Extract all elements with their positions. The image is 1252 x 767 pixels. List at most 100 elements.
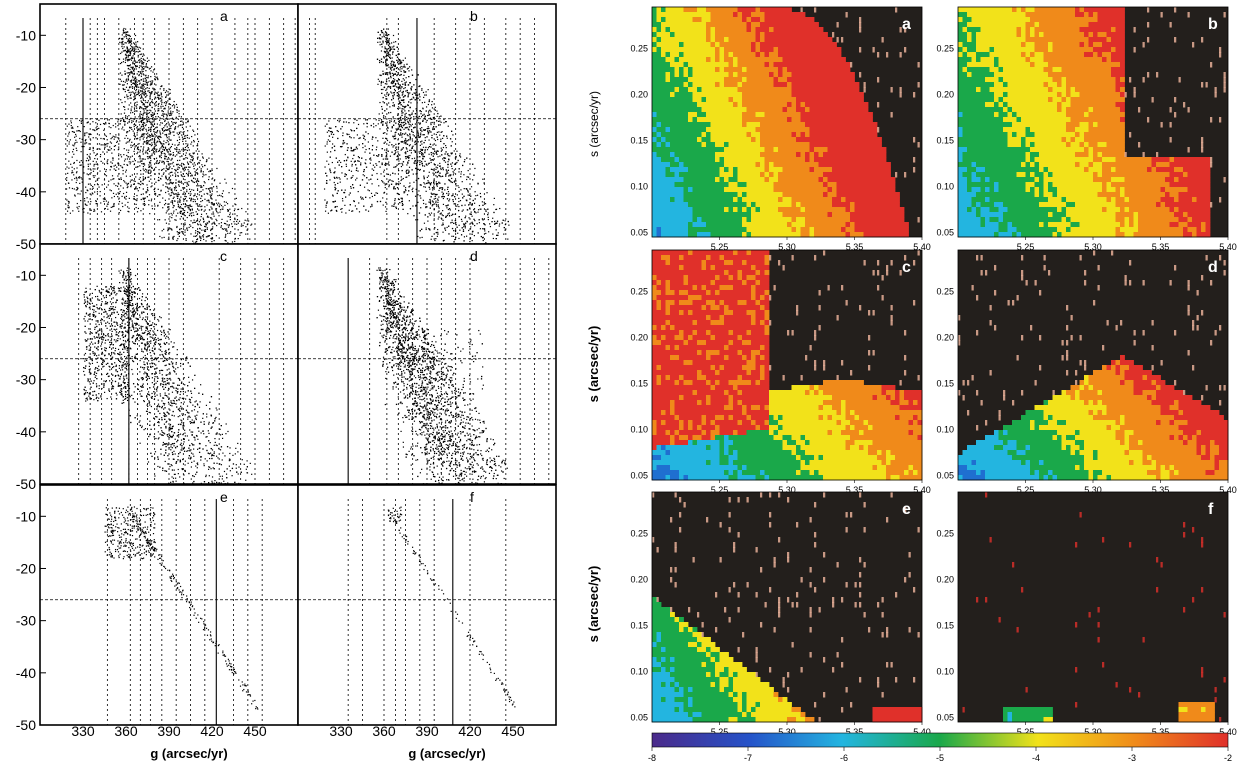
scatter-point: [95, 161, 98, 163]
scatter-point: [144, 176, 147, 179]
scatter-point: [387, 173, 389, 176]
scatter-point: [141, 55, 144, 57]
scatter-point: [454, 205, 457, 207]
scatter-point: [134, 116, 136, 118]
scatter-point: [414, 143, 416, 146]
scatter-point: [379, 44, 381, 46]
scatter-point: [83, 197, 86, 200]
scatter-point: [133, 57, 135, 59]
scatter-point: [379, 128, 381, 130]
scatter-point: [381, 155, 383, 157]
scatter-point: [136, 46, 138, 48]
scatter-point: [419, 122, 422, 124]
scatter-point: [363, 123, 365, 125]
scatter-point: [447, 172, 449, 174]
scatter-point: [158, 150, 160, 152]
scatter-point: [153, 146, 155, 148]
scatter-point: [389, 155, 392, 157]
scatter-point: [494, 223, 496, 225]
scatter-point: [355, 169, 358, 172]
scatter-point: [216, 211, 218, 213]
scatter-point: [462, 230, 465, 232]
scatter-point: [159, 148, 161, 150]
scatter-point: [418, 93, 421, 95]
scatter-point: [139, 114, 141, 116]
scatter-point: [132, 120, 134, 122]
scatter-point: [136, 138, 138, 140]
scatter-point: [153, 150, 155, 153]
scatter-point: [206, 228, 208, 231]
scatter-point: [361, 197, 364, 199]
scatter-point: [190, 161, 192, 164]
scatter-point: [128, 37, 130, 40]
scatter-point: [443, 239, 445, 241]
scatter-point: [417, 133, 420, 135]
scatter-point: [177, 200, 179, 202]
scatter-point: [454, 180, 456, 182]
scatter-point: [424, 183, 426, 185]
scatter-point: [197, 185, 199, 187]
scatter-point: [179, 132, 181, 135]
scatter-point: [225, 233, 227, 235]
scatter-point: [420, 141, 422, 143]
scatter-point: [448, 215, 451, 217]
scatter-point: [224, 235, 227, 237]
scatter-point: [429, 203, 432, 205]
scatter-point: [123, 36, 125, 38]
scatter-point: [399, 69, 401, 71]
scatter-point: [134, 80, 136, 82]
scatter-point: [350, 146, 352, 149]
scatter-point: [159, 97, 161, 99]
scatter-point: [173, 104, 175, 106]
scatter-point: [174, 128, 176, 131]
scatter-point: [157, 91, 159, 93]
scatter-point: [77, 208, 79, 210]
scatter-point: [445, 169, 447, 171]
scatter-point: [137, 56, 139, 58]
scatter-point: [161, 101, 163, 103]
scatter-point: [135, 68, 137, 70]
scatter-point: [130, 66, 132, 68]
scatter-point: [189, 166, 191, 168]
scatter-point: [123, 84, 125, 86]
scatter-point: [194, 235, 197, 237]
scatter-point: [96, 191, 99, 193]
scatter-point: [415, 137, 417, 139]
scatter-point: [171, 157, 173, 160]
scatter-point: [393, 48, 396, 51]
scatter-point: [187, 130, 189, 132]
scatter-point: [188, 207, 190, 209]
scatter-point: [228, 225, 230, 227]
scatter-point: [102, 138, 104, 140]
scatter-point: [209, 169, 211, 172]
scatter-point: [498, 223, 501, 225]
scatter-point: [413, 116, 415, 118]
scatter-point: [400, 73, 402, 76]
scatter-point: [135, 199, 137, 201]
scatter-point: [131, 121, 133, 124]
scatter-point: [377, 41, 379, 43]
scatter-point: [82, 161, 84, 164]
scatter-point: [336, 210, 338, 212]
scatter-point: [158, 162, 160, 165]
scatter-point: [79, 119, 81, 122]
scatter-point: [163, 118, 165, 120]
scatter-point: [422, 108, 424, 110]
scatter-point: [386, 42, 388, 44]
scatter-point: [355, 146, 358, 148]
scatter-point: [446, 214, 449, 217]
scatter-point: [147, 169, 150, 171]
scatter-point: [373, 126, 375, 128]
scatter-point: [66, 140, 68, 142]
scatter-point: [187, 183, 189, 185]
scatter-point: [488, 231, 490, 233]
scatter-point: [140, 117, 142, 120]
scatter-point: [226, 230, 228, 232]
scatter-point: [196, 189, 199, 191]
scatter-point: [137, 48, 139, 50]
scatter-point: [432, 148, 434, 150]
scatter-point: [153, 141, 155, 143]
scatter-point: [396, 74, 398, 77]
scatter-point: [85, 142, 88, 144]
scatter-point: [468, 194, 471, 196]
